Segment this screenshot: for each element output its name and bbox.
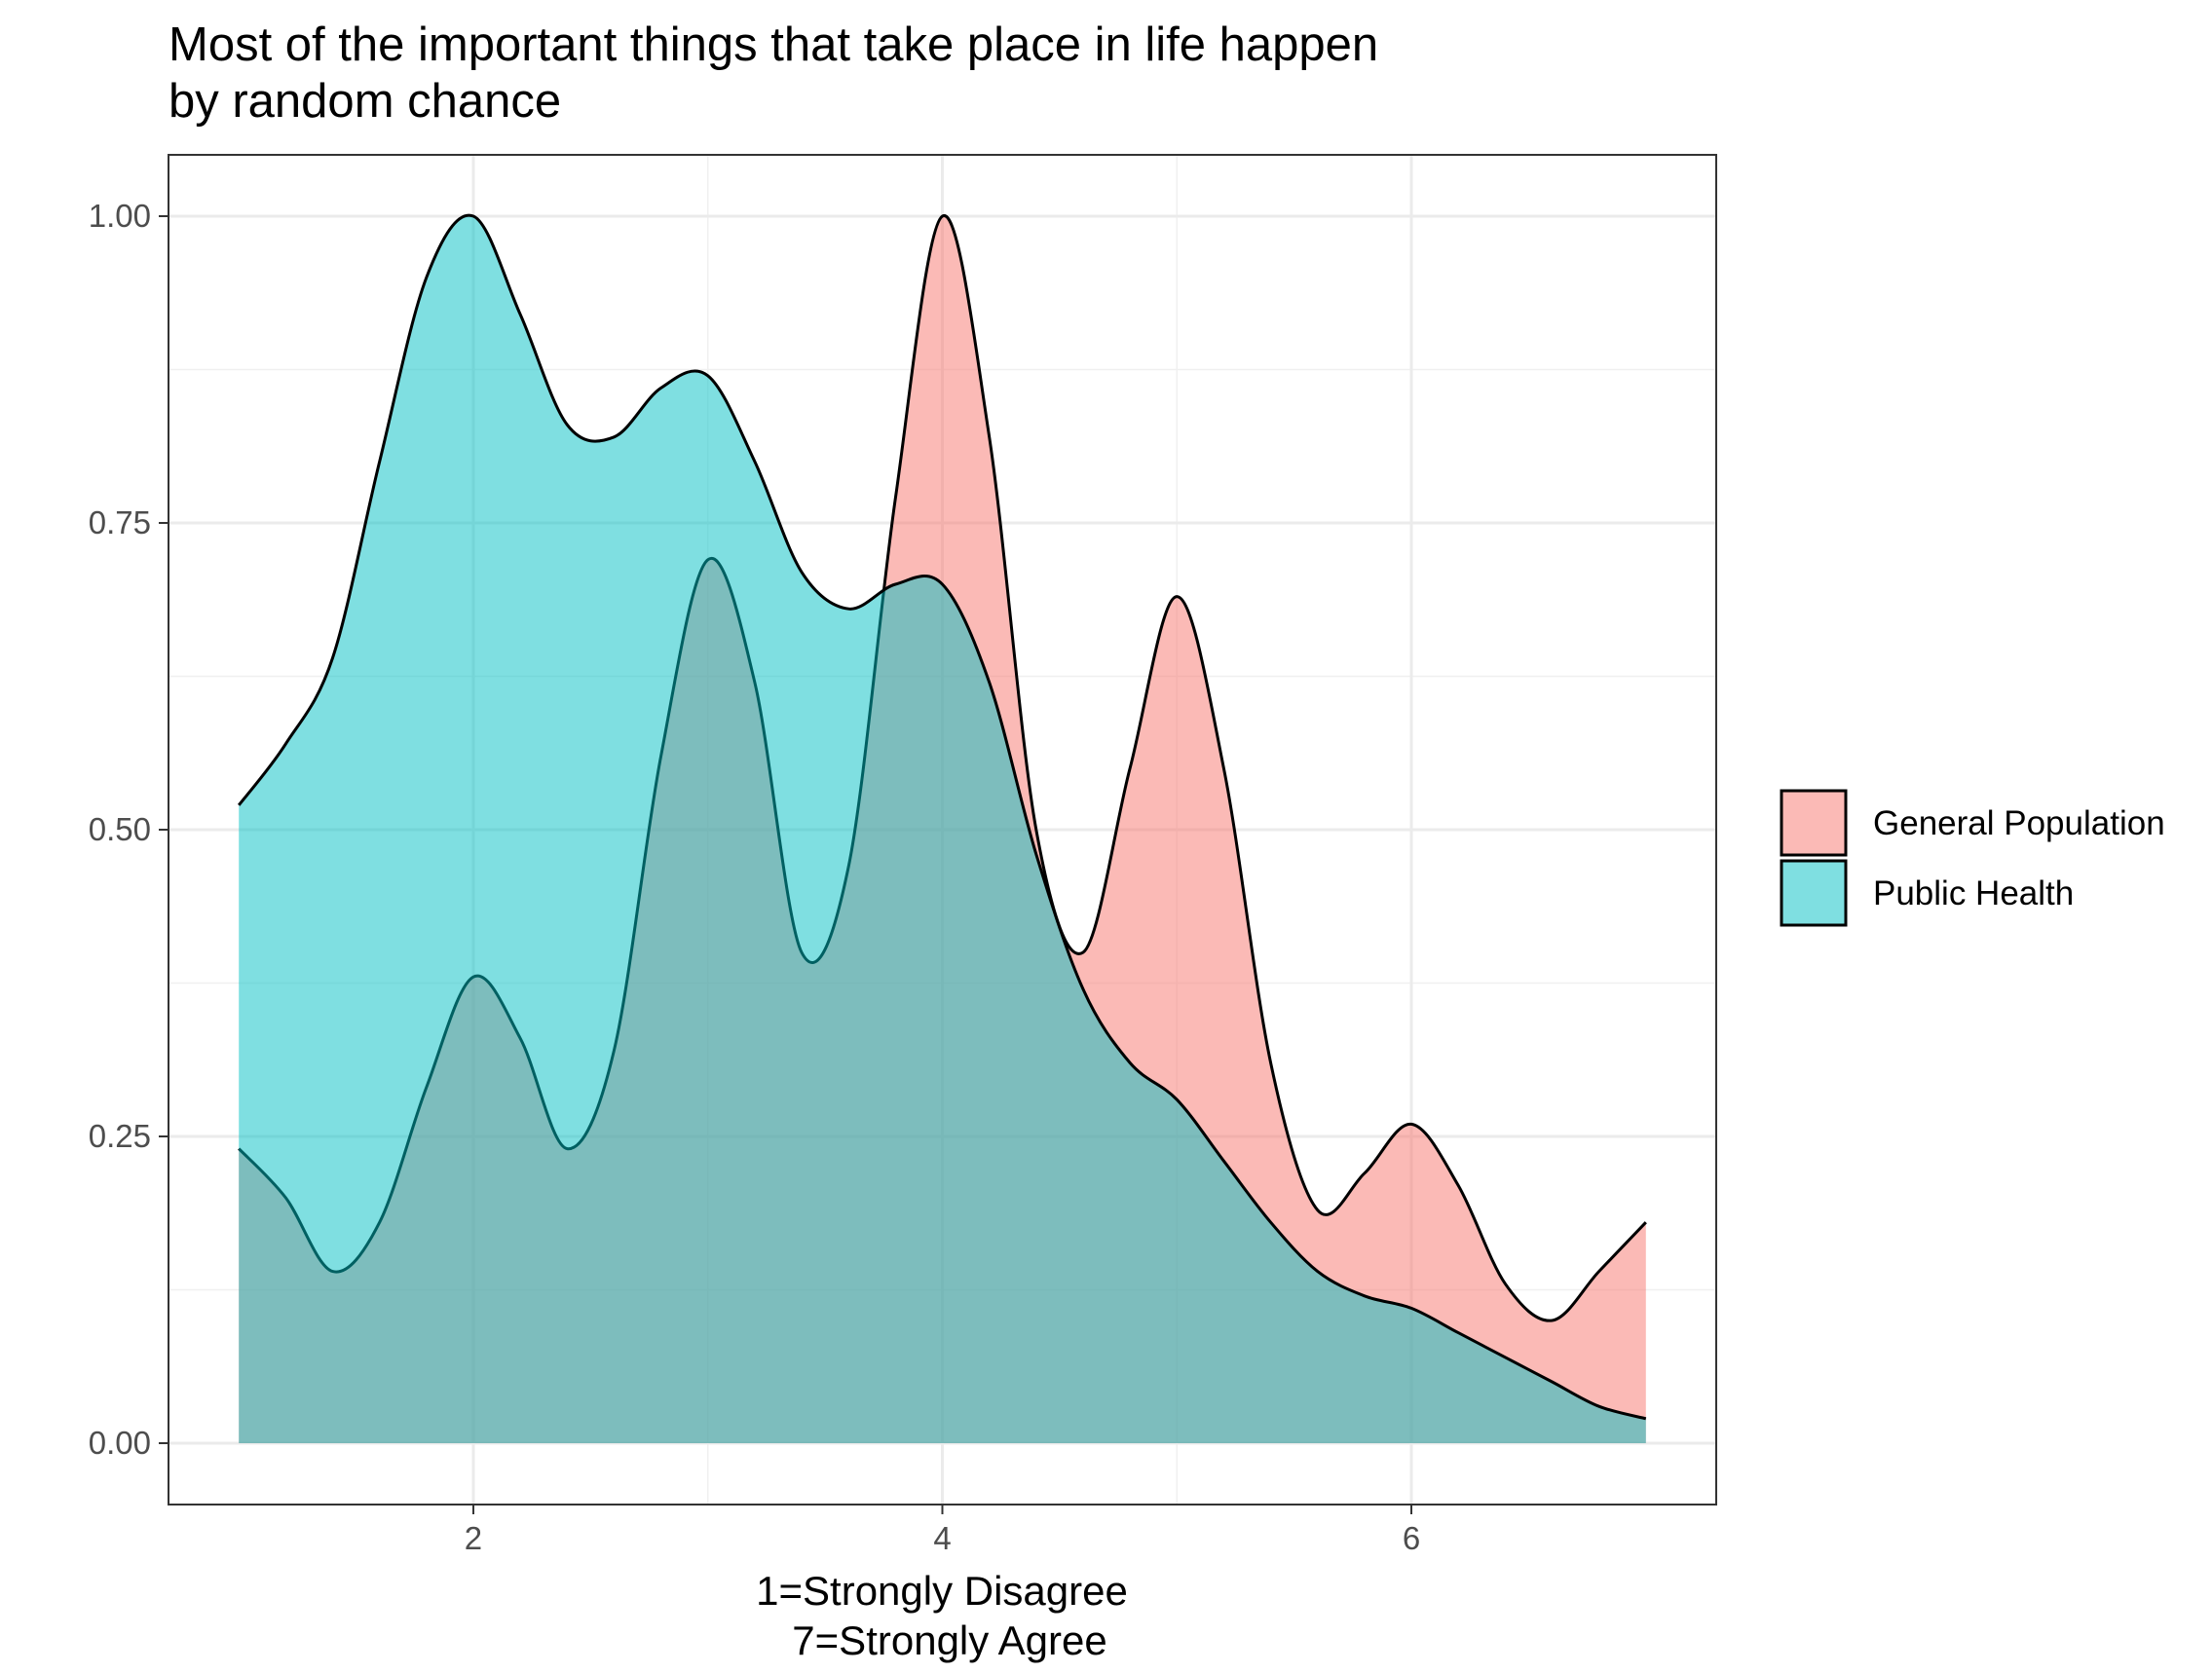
x-tick-label: 4	[933, 1520, 951, 1556]
x-axis-title-line-2: 7=Strongly Agree	[792, 1617, 1106, 1663]
line-public-health	[238, 213, 1647, 1421]
legend-swatch-public-health	[1780, 859, 1848, 927]
y-tick-label: 1.00	[89, 198, 151, 234]
legend-label-public-health: Public Health	[1873, 874, 2074, 912]
x-axis: 2 4 6	[465, 1505, 1420, 1556]
area-public-health	[239, 215, 1646, 1443]
legend-swatch-general-population	[1780, 789, 1848, 857]
x-tick-label: 6	[1403, 1520, 1420, 1556]
legend: General Population Public Health	[1780, 789, 2165, 927]
y-tick-label: 0.25	[89, 1118, 151, 1154]
legend-label-general-population: General Population	[1873, 804, 2165, 842]
x-tick-label: 2	[465, 1520, 482, 1556]
y-tick-label: 0.00	[89, 1425, 151, 1461]
chart-title-line-2: by random chance	[169, 75, 561, 128]
y-tick-label: 0.50	[89, 811, 151, 847]
density-areas	[238, 213, 1647, 1443]
x-axis-title-line-1: 1=Strongly Disagree	[756, 1568, 1128, 1614]
y-tick-label: 0.75	[89, 504, 151, 540]
chart-title-line-1: Most of the important things that take p…	[169, 19, 1378, 71]
y-axis: 0.00 0.25 0.50 0.75 1.00	[89, 198, 169, 1461]
